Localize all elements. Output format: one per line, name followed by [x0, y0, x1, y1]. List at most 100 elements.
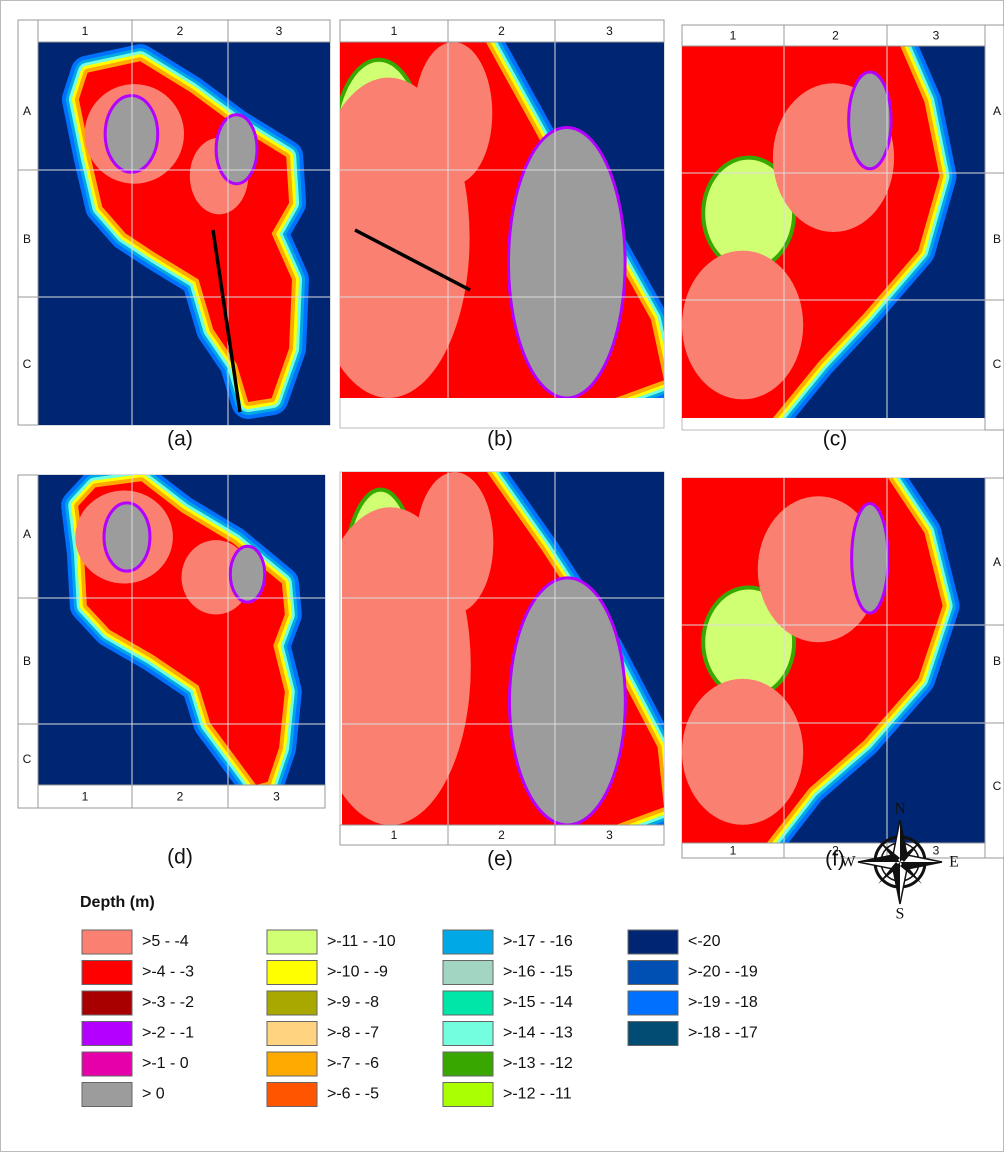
- legend-label: >-14 - -13: [503, 1025, 573, 1042]
- row-label: B: [993, 654, 1001, 668]
- legend-swatch: [443, 1052, 493, 1076]
- legend-swatch: [628, 961, 678, 985]
- legend-label: >-3 - -2: [142, 994, 194, 1011]
- legend-swatch: [267, 1052, 317, 1076]
- compass-east: E: [949, 854, 959, 871]
- column-label: 3: [933, 29, 940, 43]
- row-label: C: [23, 752, 32, 766]
- legend-label: >5 - -4: [142, 933, 189, 950]
- column-label: 1: [391, 828, 398, 842]
- emergent-land: [852, 504, 888, 614]
- column-label: 3: [606, 828, 613, 842]
- emergent-land: [216, 115, 257, 184]
- legend-label: >-18 - -17: [688, 1025, 758, 1042]
- map-panel: 1 2 3 (b): [308, 20, 664, 451]
- depth-map: [310, 472, 664, 825]
- column-label: 2: [177, 24, 184, 38]
- row-label: A: [993, 104, 1001, 118]
- legend-swatch: [267, 961, 317, 985]
- shallow-patch: [682, 251, 803, 400]
- depth-map: [38, 42, 330, 425]
- legend-title: Depth (m): [80, 894, 155, 911]
- legend-swatch: [443, 961, 493, 985]
- emergent-land: [508, 127, 625, 398]
- row-label: B: [23, 654, 31, 668]
- legend-label: >-8 - -7: [327, 1025, 379, 1042]
- row-label: A: [23, 527, 31, 541]
- legend-swatch: [82, 961, 132, 985]
- column-label: 1: [82, 790, 89, 804]
- legend-swatch: [443, 1022, 493, 1046]
- legend-label: >-7 - -6: [327, 1055, 379, 1072]
- column-label: 3: [276, 24, 283, 38]
- figure: 123ABC(a)123(b)123ABC(c)123ABC(d)123(e)1…: [0, 0, 1004, 1152]
- column-label: 3: [933, 844, 940, 858]
- compass-south: S: [896, 906, 905, 923]
- emergent-land: [849, 72, 891, 169]
- legend-label: >-6 - -5: [327, 1086, 379, 1103]
- depth-map: [308, 42, 664, 398]
- row-label: C: [993, 357, 1002, 371]
- panel-caption: (b): [487, 428, 513, 451]
- emergent-land: [105, 96, 158, 173]
- legend-label: >-11 - -10: [327, 933, 396, 950]
- shallow-patch: [416, 472, 493, 613]
- emergent-land: [104, 503, 150, 571]
- legend-label: >-17 - -16: [503, 933, 573, 950]
- column-label: 1: [391, 24, 398, 38]
- legend-label: >-20 - -19: [688, 964, 758, 981]
- depth-map: [682, 46, 985, 418]
- emergent-land: [509, 578, 625, 825]
- legend-swatch: [267, 991, 317, 1015]
- column-label: 1: [82, 24, 89, 38]
- compass-north: N: [894, 801, 906, 818]
- compass-west: W: [840, 854, 856, 871]
- legend-swatch: [82, 1052, 132, 1076]
- legend-swatch: [82, 991, 132, 1015]
- column-label: 2: [498, 24, 505, 38]
- legend-swatch: [267, 1083, 317, 1107]
- legend-swatch: [628, 1022, 678, 1046]
- legend-swatch: [443, 991, 493, 1015]
- legend-swatch: [443, 930, 493, 954]
- legend-label: >-12 - -11: [503, 1086, 572, 1103]
- shallow-patch: [682, 679, 803, 825]
- row-label: A: [23, 104, 31, 118]
- column-label: 1: [730, 29, 737, 43]
- emergent-land: [230, 546, 264, 602]
- depth-map: [682, 478, 985, 843]
- map-panel: 1 2 3 (e): [310, 472, 664, 871]
- column-label: 2: [832, 29, 839, 43]
- legend-swatch: [82, 1083, 132, 1107]
- legend-swatch: [443, 1083, 493, 1107]
- legend-label: >-19 - -18: [688, 994, 758, 1011]
- panel-caption: (a): [167, 428, 193, 451]
- legend-label: >-13 - -12: [503, 1055, 573, 1072]
- legend-label: >-10 - -9: [327, 964, 388, 981]
- panel-caption: (d): [167, 846, 193, 869]
- row-label: B: [993, 232, 1001, 246]
- legend-label: >-15 - -14: [503, 994, 573, 1011]
- row-label: C: [993, 779, 1002, 793]
- column-label: 1: [730, 844, 737, 858]
- column-label: 2: [498, 828, 505, 842]
- legend-swatch: [628, 991, 678, 1015]
- depth-map: [38, 475, 325, 785]
- shallow-patch: [415, 42, 493, 184]
- column-label: 3: [273, 790, 280, 804]
- legend-swatch: [267, 1022, 317, 1046]
- column-label: 3: [606, 24, 613, 38]
- legend-label: <-20: [688, 933, 721, 950]
- legend-label: >-9 - -8: [327, 994, 379, 1011]
- legend-label: > 0: [142, 1086, 165, 1103]
- row-label: A: [993, 555, 1001, 569]
- legend-label: >-1 - 0: [142, 1055, 189, 1072]
- row-label: B: [23, 232, 31, 246]
- panel-caption: (e): [487, 848, 513, 871]
- column-label: 2: [177, 790, 184, 804]
- legend-swatch: [628, 930, 678, 954]
- legend-swatch: [82, 930, 132, 954]
